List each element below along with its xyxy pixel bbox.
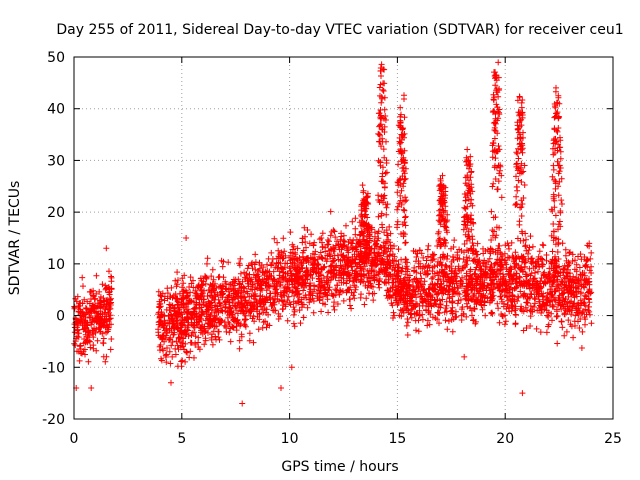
x-tick-label: 25 [604,431,622,447]
x-tick-label: 10 [281,431,299,447]
y-tick-label: -10 [42,360,65,376]
x-axis-label: GPS time / hours [281,459,398,475]
chart-title: Day 255 of 2011, Sidereal Day-to-day VTE… [56,22,623,38]
x-tick-label: 5 [177,431,186,447]
x-tick-label: 20 [496,431,514,447]
y-tick-label: -20 [42,412,65,428]
y-tick-label: 50 [47,50,65,66]
y-tick-label: 0 [56,309,65,325]
x-tick-label: 0 [70,431,79,447]
y-tick-label: 20 [47,205,65,221]
data-points [71,59,595,407]
axis-ticks: 0 5 10 15 20 25 -20 -10 0 10 20 30 40 50 [42,50,622,447]
plot-frame [73,56,614,420]
y-tick-label: 40 [47,102,65,118]
grid [74,57,613,419]
y-tick-label: 10 [47,257,65,273]
x-tick-label: 15 [388,431,406,447]
scatter-points [71,59,595,407]
y-tick-label: 30 [47,153,65,169]
y-axis-label: SDTVAR / TECUs [7,181,23,296]
